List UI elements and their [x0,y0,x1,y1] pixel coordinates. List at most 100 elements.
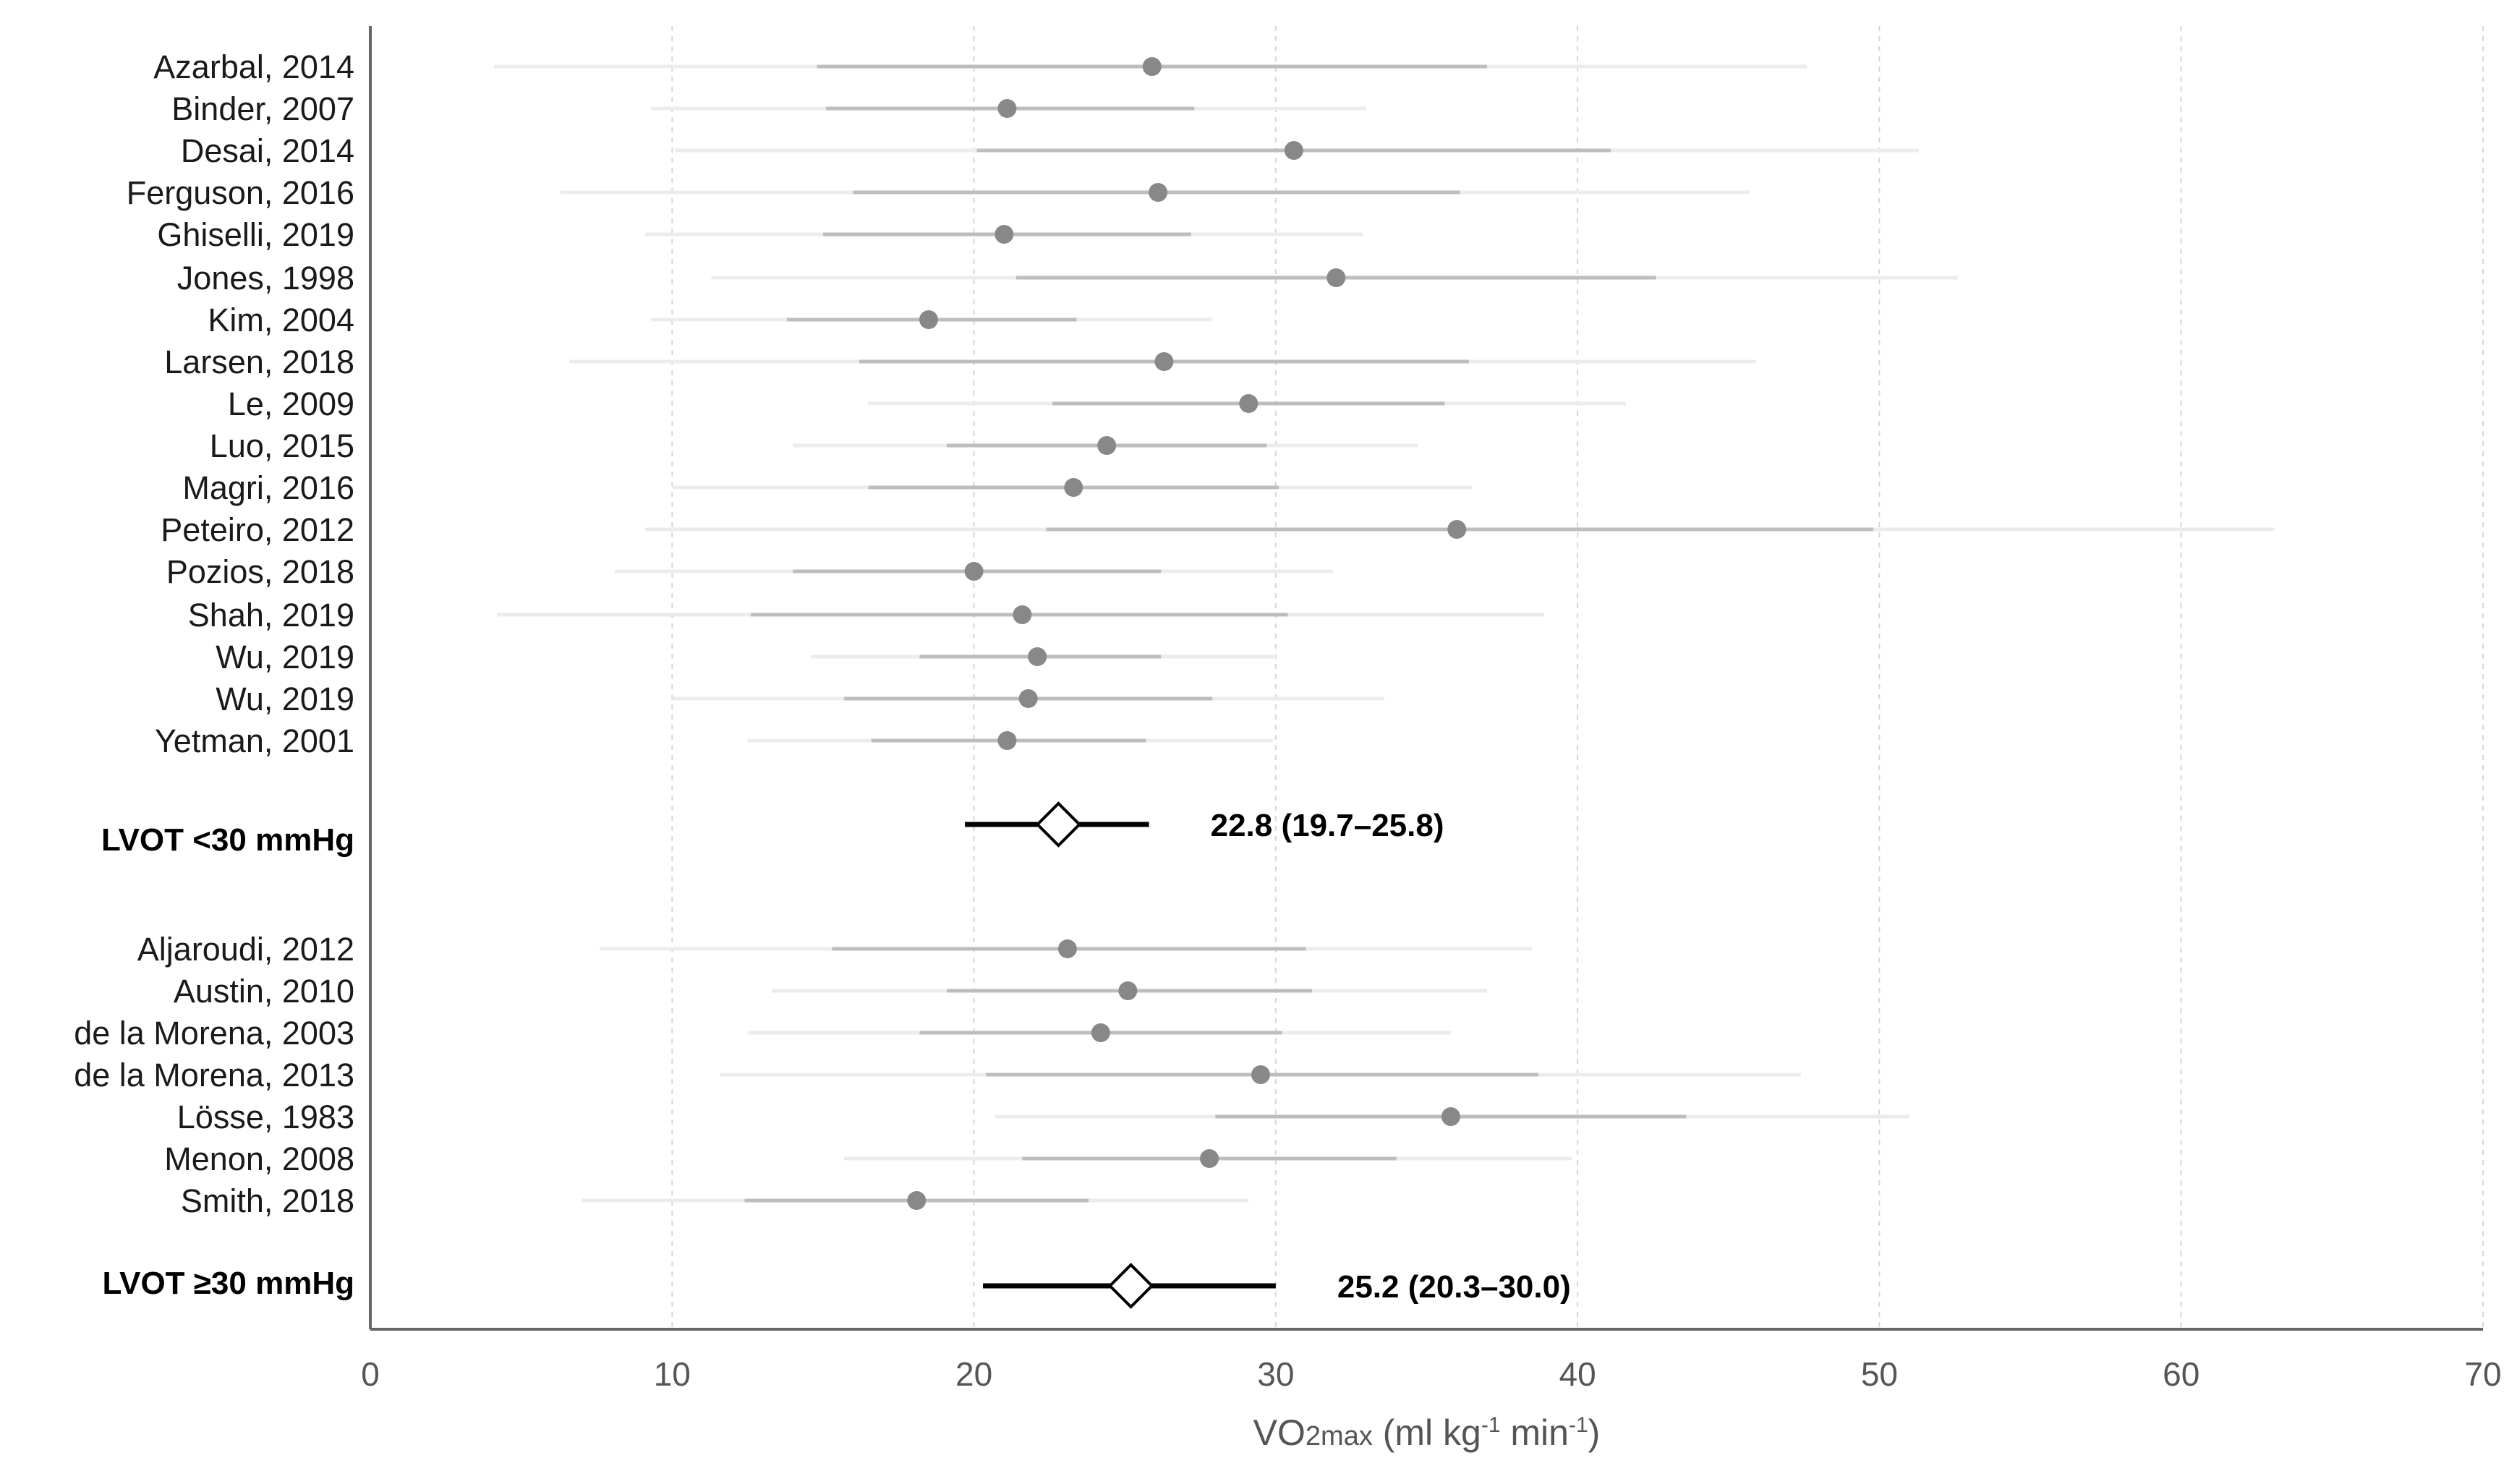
study-row: Austin, 2010 [174,973,1487,1010]
study-label: Desai, 2014 [181,132,354,169]
study-label: Aljaroudi, 2012 [137,931,354,968]
study-row: Larsen, 2018 [164,344,1756,380]
study-label: Magri, 2016 [182,469,354,506]
study-label: Yetman, 2001 [155,722,354,759]
summary-value-label: 25.2 (20.3–30.0) [1337,1269,1571,1305]
point-estimate [1118,981,1138,1000]
point-estimate [1447,520,1467,539]
point-estimate [1284,141,1303,160]
study-row: Menon, 2008 [164,1140,1572,1177]
point-estimate [1091,1023,1110,1042]
point-estimate [1057,939,1077,958]
study-label: Ferguson, 2016 [127,174,354,211]
study-row: Azarbal, 2014 [153,48,1807,85]
x-axis-title-part: min [1501,1412,1569,1453]
study-label: Binder, 2007 [171,90,354,127]
point-estimate [1154,352,1174,371]
study-row: Wu, 2019 [216,681,1385,717]
study-row: Jones, 1998 [177,260,1958,297]
x-tick-label: 0 [361,1355,380,1393]
study-label: Azarbal, 2014 [153,48,354,85]
study-row: Pozios, 2018 [166,553,1334,590]
point-estimate [1200,1149,1219,1168]
point-estimate [1028,647,1047,666]
study-row: Lösse, 1983 [177,1099,1910,1135]
study-row: Shah, 2019 [188,597,1545,634]
point-estimate [997,731,1017,750]
study-label: Austin, 2010 [174,973,354,1010]
point-estimate [1064,478,1083,497]
group-label: LVOT ≥30 mmHg [103,1266,355,1301]
summary-row: LVOT ≥30 mmHg 25.2 (20.3–30.0) [103,1263,1571,1309]
study-row: de la Morena, 2003 [74,1015,1451,1052]
point-estimate [1018,689,1038,708]
grid-lines [671,26,2484,1329]
study-row: Magri, 2016 [182,469,1473,506]
x-axis-title-part: ) [1588,1412,1601,1453]
x-axis-title-part: -1 [1569,1413,1588,1437]
study-row: de la Morena, 2013 [74,1057,1801,1093]
x-tick-label: 20 [955,1355,992,1393]
study-label: Smith, 2018 [181,1182,354,1219]
x-axis-title: VO2max (ml kg-1 min-1) [1253,1412,1601,1453]
summary-row: LVOT <30 mmHg 22.8 (19.7–25.8) [101,801,1444,858]
summary-diamond [1035,801,1082,848]
study-label: de la Morena, 2013 [74,1057,354,1093]
study-label: Kim, 2004 [208,302,354,338]
point-estimate [1251,1065,1270,1084]
study-label: Menon, 2008 [164,1140,354,1177]
x-tick-label: 40 [1559,1355,1596,1393]
point-estimate [1239,394,1258,413]
study-row: Smith, 2018 [181,1182,1249,1219]
x-axis-title-part: -1 [1481,1413,1501,1437]
x-tick-label: 60 [2163,1355,2199,1393]
study-row: Yetman, 2001 [155,722,1273,759]
x-axis-title-part: VO [1253,1412,1306,1453]
study-row: Le, 2009 [228,385,1626,422]
study-row: Ghiselli, 2019 [157,216,1363,253]
study-label: Lösse, 1983 [177,1099,354,1135]
study-label: Peteiro, 2012 [161,511,354,548]
group-label: LVOT <30 mmHg [101,822,354,858]
x-tick-label: 30 [1257,1355,1294,1393]
point-estimate [1097,436,1117,455]
x-axis-title-part: 2max [1306,1421,1373,1451]
point-estimate [1013,605,1032,624]
point-estimate [1326,268,1346,287]
point-estimate [997,99,1017,118]
study-label: Shah, 2019 [188,597,354,634]
study-row: Binder, 2007 [171,90,1367,127]
x-axis-title-part: (ml kg [1373,1412,1481,1453]
x-tick-label: 50 [1861,1355,1898,1393]
study-label: Luo, 2015 [210,427,354,464]
study-row: Desai, 2014 [181,132,1919,169]
study-label: Wu, 2019 [216,639,354,675]
point-estimate [1149,183,1168,202]
summary-rows: LVOT <30 mmHg 22.8 (19.7–25.8) LVOT ≥30 mm… [101,801,1571,1309]
x-tick-label: 70 [2464,1355,2501,1393]
study-label: Ghiselli, 2019 [157,216,354,253]
point-estimate [995,225,1014,244]
study-label: Pozios, 2018 [166,553,354,590]
summary-value-label: 22.8 (19.7–25.8) [1211,808,1444,843]
study-label: Larsen, 2018 [164,344,354,380]
study-label: Wu, 2019 [216,681,354,717]
study-row: Wu, 2019 [216,639,1276,675]
study-row: Kim, 2004 [208,302,1213,338]
point-estimate [1142,57,1162,76]
summary-diamond [1107,1263,1154,1309]
point-estimate [907,1191,927,1210]
x-tick-label: 10 [654,1355,691,1393]
study-label: Le, 2009 [228,385,354,422]
study-label: Jones, 1998 [177,260,354,297]
study-row: Peteiro, 2012 [161,511,2275,548]
point-estimate [1441,1107,1460,1126]
study-row: Luo, 2015 [210,427,1418,464]
study-row: Ferguson, 2016 [127,174,1750,211]
point-estimate [919,310,938,329]
study-rows: Azarbal, 2014 Binder, 2007 Desai, 2014 Ferg… [74,48,2275,1219]
study-row: Aljaroudi, 2012 [137,931,1533,968]
study-label: de la Morena, 2003 [74,1015,354,1052]
